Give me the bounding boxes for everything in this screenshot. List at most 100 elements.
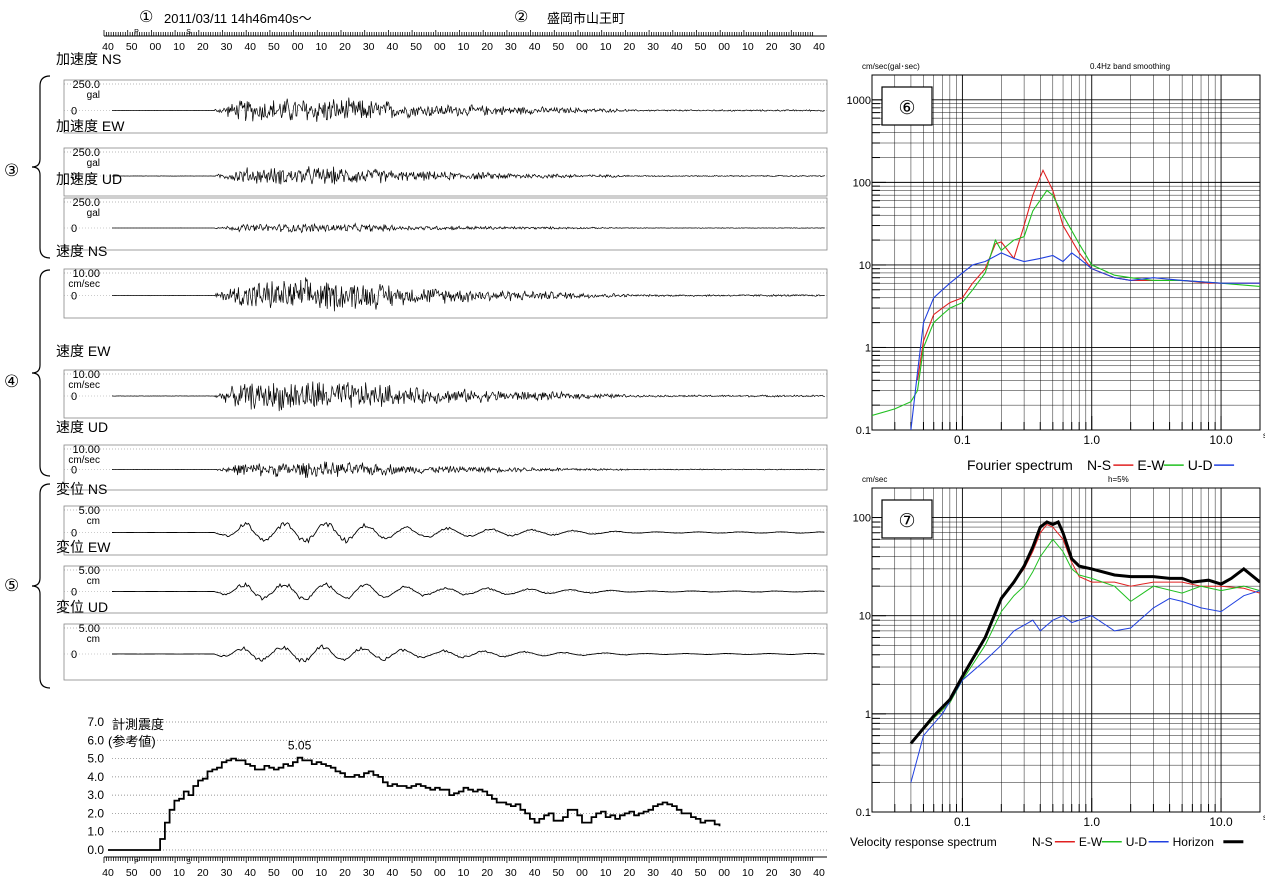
trace-4 bbox=[63, 369, 828, 419]
time-tick-label: 00 bbox=[434, 41, 446, 53]
time-tick-label: 40 bbox=[244, 41, 256, 53]
intensity-y-tick: 2.0 bbox=[87, 806, 104, 820]
time-tick-label: 20 bbox=[481, 41, 493, 53]
spectrum-x-tick-label: 10.0 bbox=[1209, 433, 1233, 447]
time-tick-label: 30 bbox=[789, 867, 801, 879]
time-tick-label: 20 bbox=[339, 867, 351, 879]
trace-label: 変位 EW bbox=[56, 539, 111, 555]
legend-entry-label: Horizon bbox=[1173, 835, 1214, 849]
trace-label: 速度 EW bbox=[56, 343, 111, 359]
trace-unit: gal bbox=[87, 208, 100, 219]
trace-scale: 5.00 bbox=[79, 623, 100, 635]
trace-1 bbox=[63, 147, 828, 197]
spectrum-y-tick-label: 10 bbox=[859, 611, 871, 623]
trace-3 bbox=[63, 268, 828, 319]
time-tick-label: 00 bbox=[576, 41, 588, 53]
trace-label: 速度 NS bbox=[56, 243, 107, 259]
trace-zero: 0 bbox=[71, 171, 77, 183]
intensity-y-tick: 0.0 bbox=[87, 843, 104, 857]
trace-7 bbox=[63, 565, 828, 614]
legend-entry-label: U-D bbox=[1188, 457, 1213, 473]
trace-waveform bbox=[111, 461, 825, 478]
legend-entry-label: N-S bbox=[1087, 457, 1111, 473]
time-tick-label: 30 bbox=[363, 867, 375, 879]
spectrum-y-tick-label: 0.1 bbox=[856, 807, 871, 819]
trace-label: 変位 UD bbox=[56, 599, 108, 615]
intensity-y-tick: 3.0 bbox=[87, 788, 104, 802]
trace-zero: 0 bbox=[71, 106, 77, 118]
spectrum-x-unit: sec bbox=[1263, 431, 1265, 440]
time-tick-label: 50 bbox=[695, 867, 707, 879]
trace-scale: 250.0 bbox=[72, 79, 100, 91]
intensity-y-tick: 6.0 bbox=[87, 733, 104, 747]
time-tick-label: 00 bbox=[150, 867, 162, 879]
trace-frame bbox=[63, 268, 828, 319]
time-tick-label: 10 bbox=[600, 41, 612, 53]
group-marker: ⑤ bbox=[4, 576, 19, 595]
trace-waveform bbox=[112, 97, 826, 122]
trace-unit: gal bbox=[87, 158, 100, 169]
spectrum-x-tick-label: 0.1 bbox=[954, 433, 971, 447]
trace-unit: cm bbox=[87, 576, 100, 587]
time-tick-label: 00 bbox=[434, 867, 446, 879]
trace-frame bbox=[63, 197, 828, 251]
phase-mark-p: P bbox=[134, 29, 139, 36]
group-bracket bbox=[31, 483, 51, 689]
intensity-line bbox=[108, 756, 721, 851]
trace-unit: cm/sec bbox=[68, 455, 100, 466]
phase-mark-s: S bbox=[186, 29, 191, 36]
time-tick-label: 50 bbox=[410, 867, 422, 879]
time-tick-label: 10 bbox=[458, 41, 470, 53]
trace-zero: 0 bbox=[71, 465, 77, 477]
time-tick-label: 30 bbox=[647, 41, 659, 53]
time-tick-label: 10 bbox=[600, 867, 612, 879]
time-tick-label: 20 bbox=[481, 867, 493, 879]
trace-waveform bbox=[112, 166, 825, 185]
intensity-y-tick: 5.0 bbox=[87, 752, 104, 766]
time-tick-label: 50 bbox=[695, 41, 707, 53]
trace-frame bbox=[63, 369, 828, 419]
trace-zero: 0 bbox=[71, 223, 77, 235]
trace-unit: cm/sec bbox=[68, 279, 100, 290]
time-tick-label: 00 bbox=[718, 867, 730, 879]
time-tick-label: 10 bbox=[315, 867, 327, 879]
spectrum-y-tick-label: 100 bbox=[853, 177, 871, 189]
spectrum-x-unit: sec bbox=[1263, 813, 1265, 822]
trace-scale: 10.00 bbox=[72, 444, 100, 456]
spectrum-legend-title: Fourier spectrum bbox=[967, 457, 1073, 473]
time-tick-label: 50 bbox=[268, 867, 280, 879]
time-axis: 40 50 00 10 20 30 40 50 00 10 20 30 40 50 00 10 20 30 40 50… bbox=[102, 856, 827, 879]
trace-scale: 5.00 bbox=[79, 565, 100, 577]
time-tick-label: 40 bbox=[387, 867, 399, 879]
time-tick-label: 20 bbox=[197, 41, 209, 53]
time-tick-label: 20 bbox=[339, 41, 351, 53]
time-tick-label: 20 bbox=[766, 867, 778, 879]
group-bracket bbox=[31, 75, 51, 259]
trace-zero: 0 bbox=[71, 587, 77, 599]
station-label: 盛岡市山王町 bbox=[547, 11, 625, 26]
spectrum-y-unit: cm/sec(gal･sec) bbox=[862, 62, 920, 71]
marker-2: ② bbox=[514, 9, 528, 26]
datetime-label: 2011/03/11 14h46m40s～ bbox=[164, 11, 312, 26]
spectrum-x-tick-label: 1.0 bbox=[1083, 433, 1100, 447]
time-tick-label: 20 bbox=[624, 867, 636, 879]
phase-mark-s: S bbox=[186, 859, 191, 866]
spectrum-marker: ⑥ bbox=[898, 98, 915, 119]
trace-label: 加速度 UD bbox=[56, 171, 122, 187]
spectrum-series-u-d bbox=[910, 252, 1260, 430]
time-tick-label: 30 bbox=[221, 867, 233, 879]
group-bracket bbox=[31, 269, 51, 477]
time-tick-label: 40 bbox=[529, 41, 541, 53]
group-marker: ④ bbox=[4, 372, 19, 391]
trace-frame bbox=[63, 79, 828, 134]
intensity-y-tick: 7.0 bbox=[87, 715, 104, 729]
trace-waveform bbox=[111, 381, 826, 412]
trace-scale: 250.0 bbox=[72, 197, 100, 209]
spectrum-y-tick-label: 100 bbox=[853, 513, 871, 525]
time-tick-label: 00 bbox=[292, 867, 304, 879]
trace-unit: cm bbox=[87, 634, 100, 645]
trace-waveform bbox=[112, 581, 825, 601]
trace-scale: 10.00 bbox=[72, 369, 100, 381]
time-tick-label: 10 bbox=[315, 41, 327, 53]
time-tick-label: 40 bbox=[529, 867, 541, 879]
